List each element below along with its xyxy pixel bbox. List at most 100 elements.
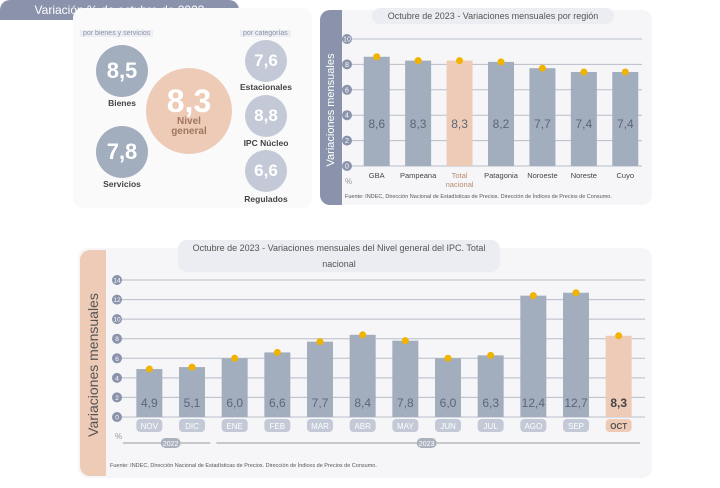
tick-dot <box>112 412 122 422</box>
x-tick-label: Pampeana <box>400 171 437 180</box>
servicios-circle: 7,8 <box>96 126 148 178</box>
value-label: 12,7 <box>564 396 588 410</box>
bienes-value: 8,5 <box>106 58 138 83</box>
value-label: 8,4 <box>354 396 371 410</box>
tick-dot <box>112 294 122 305</box>
x-tick-label: Total <box>452 171 468 180</box>
x-tick-label: ENE <box>226 422 242 431</box>
y-tick-label: 12 <box>113 297 121 304</box>
x-tick-label: ABR <box>354 422 371 431</box>
value-label: 6,6 <box>269 396 286 410</box>
tick-dot <box>342 110 352 121</box>
bar-mar <box>307 341 333 417</box>
left-subtitle: por bienes y servicios <box>80 30 154 37</box>
value-label: 8,3 <box>410 117 427 131</box>
value-marker <box>572 289 580 297</box>
bar-pampeana <box>405 60 432 167</box>
y-tick-label: 8 <box>115 336 119 343</box>
value-label: 4,9 <box>141 396 158 410</box>
value-label: 7,4 <box>576 117 593 131</box>
month-pill <box>349 419 376 432</box>
tick-dot <box>112 372 122 383</box>
estacionales-circle: 7,6 <box>245 40 287 82</box>
y-tick-label: 10 <box>343 37 351 44</box>
nivel-general-circle: 8,3 Nivel general <box>146 68 232 154</box>
value-label: 6,0 <box>440 396 457 410</box>
year-pill <box>416 438 437 448</box>
estacionales-label: Estacionales <box>240 82 292 92</box>
right-subtitle: por categorías <box>240 30 291 37</box>
value-marker <box>188 363 196 371</box>
bar-patagonia <box>488 61 514 166</box>
value-label: 8,2 <box>493 117 510 131</box>
value-marker <box>580 68 588 76</box>
nivel-label1: Nivel <box>177 116 201 127</box>
value-marker <box>231 354 239 362</box>
tick-dot <box>112 314 122 325</box>
year-pill <box>160 438 181 448</box>
x-tick-label: DIC <box>185 422 199 431</box>
tick-dot <box>112 333 122 344</box>
x-tick-label: MAY <box>397 422 414 431</box>
value-marker <box>273 348 281 356</box>
bar-cuyo <box>612 72 639 166</box>
tick-dot <box>342 84 352 95</box>
regulados-circle: 6,6 <box>245 150 287 192</box>
region-chart-title: Octubre de 2023 - Variaciones mensuales … <box>372 8 614 24</box>
y-tick-label: 6 <box>115 356 119 363</box>
year-label: 2022 <box>163 441 179 448</box>
value-marker <box>621 68 629 76</box>
value-marker <box>529 292 537 300</box>
value-label: 5,1 <box>184 396 201 410</box>
bar-ago <box>520 295 547 417</box>
value-marker <box>456 57 464 65</box>
y-tick-label: 4 <box>345 113 349 120</box>
nivel-label2: general <box>171 126 207 137</box>
bar-feb <box>264 352 291 417</box>
regulados-value: 6,6 <box>254 161 278 180</box>
x-tick-label: SEP <box>568 422 584 431</box>
value-marker <box>359 331 367 339</box>
nivel-value: 8,3 <box>166 83 212 119</box>
monthly-chart-title: Octubre de 2023 - Variaciones mensuales … <box>178 240 500 272</box>
servicios-label: Servicios <box>103 179 141 189</box>
bar-gba <box>363 56 390 166</box>
value-marker <box>316 338 324 346</box>
month-pill <box>520 419 547 432</box>
x-tick-label: JUL <box>484 422 499 431</box>
bar-dic <box>179 367 205 417</box>
bar-oct <box>605 335 632 417</box>
y-tick-label: 2 <box>115 395 119 402</box>
month-pill <box>605 419 632 432</box>
nucleo-circle: 8,8 <box>245 95 287 137</box>
y-tick-label: 0 <box>345 164 349 171</box>
bar-total-nacional <box>446 60 473 167</box>
tick-dot <box>112 392 122 403</box>
x-tick-label: NOV <box>141 422 159 431</box>
value-marker <box>373 53 381 61</box>
bar-noreste <box>570 72 597 166</box>
bar-nov <box>136 369 163 417</box>
y-unit: % <box>345 177 352 186</box>
x-tick-label: JUN <box>440 422 456 431</box>
value-label: 6,3 <box>482 396 499 410</box>
tick-dot <box>112 275 122 285</box>
value-marker <box>145 365 153 373</box>
tick-dot <box>342 34 352 44</box>
x-tick-label: Cuyo <box>617 171 635 180</box>
x-tick-label: Noreste <box>571 171 597 180</box>
value-marker <box>414 57 422 65</box>
bar-sep <box>563 292 589 417</box>
value-label: 6,0 <box>226 396 243 410</box>
month-pill <box>264 419 291 432</box>
value-marker <box>444 354 452 362</box>
month-pill <box>221 419 248 432</box>
monthly-ylabel-strip <box>80 250 106 476</box>
x-tick-label: GBA <box>369 171 385 180</box>
bar-jun <box>435 358 461 417</box>
value-label: 12,4 <box>522 396 546 410</box>
tick-dot <box>342 161 352 171</box>
bar-ene <box>221 358 248 417</box>
bar-jul <box>477 355 504 417</box>
y-tick-label: 6 <box>345 87 349 94</box>
